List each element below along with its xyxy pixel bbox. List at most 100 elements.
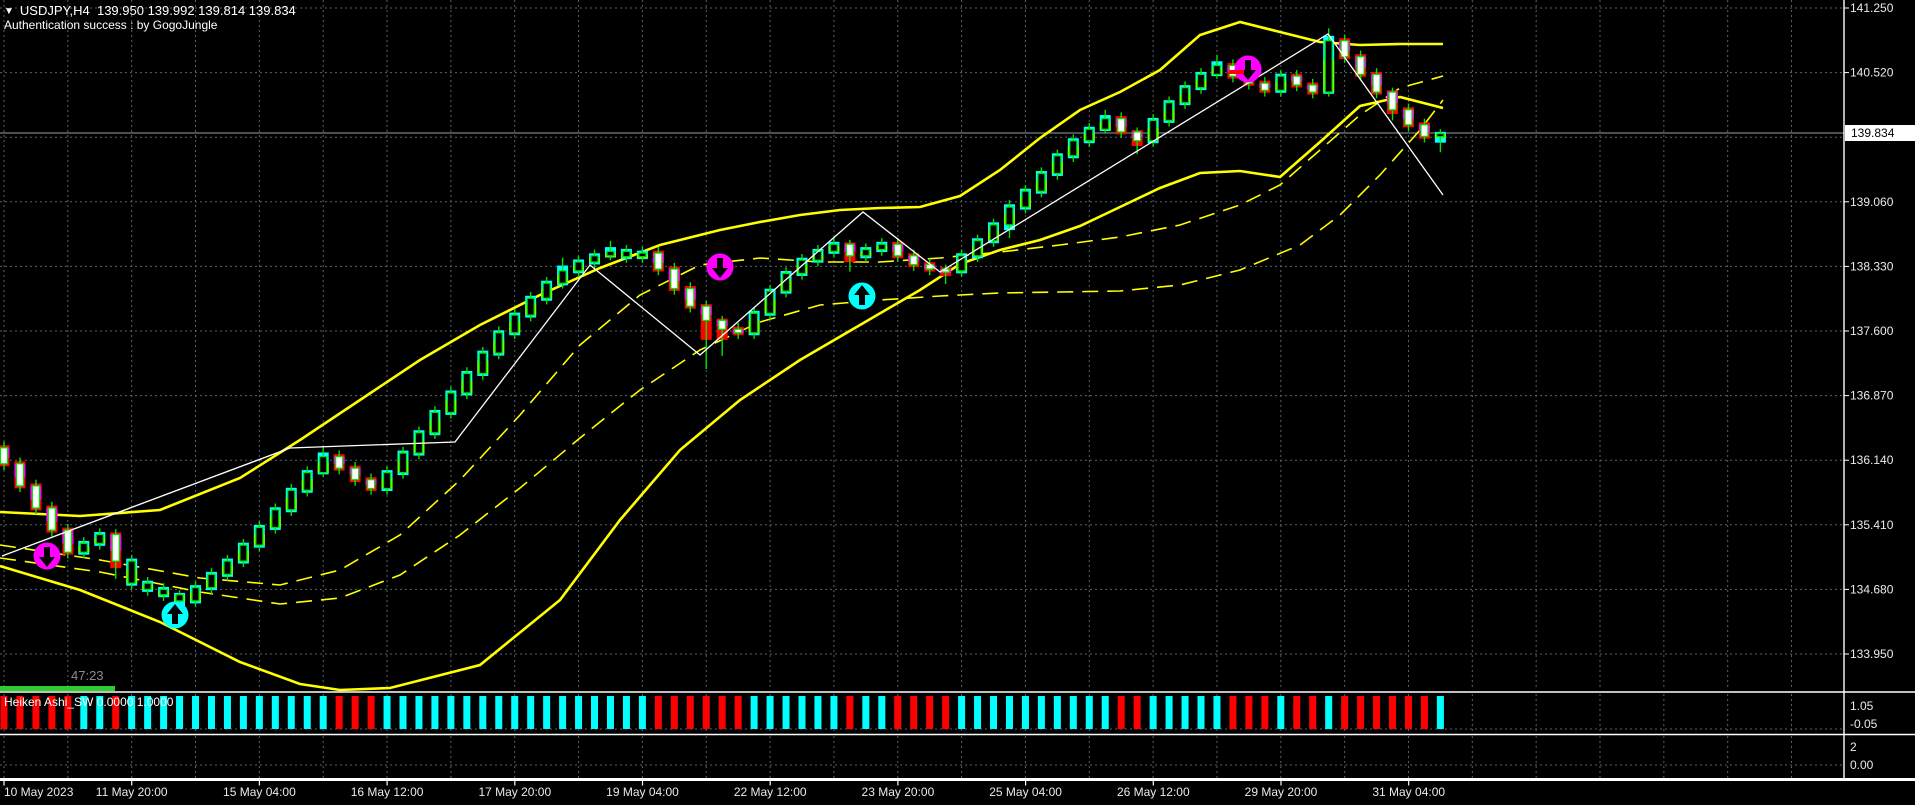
candle bbox=[111, 529, 120, 579]
histogram-bar bbox=[974, 696, 982, 729]
price-axis-label: 135.410 bbox=[1850, 518, 1894, 532]
histogram-bar bbox=[766, 696, 774, 729]
price-axis-label: 138.330 bbox=[1850, 259, 1894, 273]
candle bbox=[79, 537, 88, 559]
histogram-bar bbox=[702, 696, 710, 729]
histogram-bar bbox=[144, 696, 152, 729]
candle bbox=[893, 238, 902, 262]
histogram-bar bbox=[1133, 696, 1141, 729]
histogram-bar bbox=[1069, 696, 1077, 729]
histogram-bar bbox=[878, 696, 886, 729]
candle bbox=[1372, 68, 1381, 99]
candle bbox=[1404, 103, 1413, 132]
candle bbox=[1308, 78, 1317, 99]
price-axis-label: 134.680 bbox=[1850, 582, 1894, 596]
histogram-bar bbox=[942, 696, 950, 729]
time-axis-label: 26 May 12:00 bbox=[1117, 785, 1190, 799]
candle bbox=[1260, 77, 1269, 97]
candle bbox=[1021, 184, 1030, 214]
histogram-bar bbox=[814, 696, 822, 729]
histogram-bar bbox=[1420, 696, 1428, 729]
histogram-bar bbox=[1357, 696, 1365, 729]
candle bbox=[127, 554, 136, 590]
histogram-bar bbox=[351, 696, 359, 729]
histogram-bar bbox=[527, 696, 535, 729]
candle bbox=[15, 457, 25, 493]
histogram-bar bbox=[559, 696, 567, 729]
histogram-bar bbox=[1053, 696, 1061, 729]
histogram-bar bbox=[862, 696, 870, 729]
candle bbox=[861, 243, 870, 262]
histogram-bar bbox=[383, 696, 391, 729]
sub1-axis-label: -0.05 bbox=[1850, 717, 1878, 731]
histogram-bar bbox=[479, 696, 487, 729]
price-axis-label: 141.250 bbox=[1850, 1, 1894, 15]
histogram-bar bbox=[830, 696, 838, 729]
histogram-bar bbox=[1101, 696, 1109, 729]
histogram-bar bbox=[1085, 696, 1093, 729]
histogram-bar bbox=[112, 696, 120, 729]
time-axis-label: 11 May 20:00 bbox=[96, 785, 168, 799]
window-separators[interactable] bbox=[0, 0, 1915, 781]
candle bbox=[797, 254, 807, 280]
histogram-bar bbox=[622, 696, 630, 729]
histogram-bar bbox=[255, 696, 263, 729]
histogram-bar bbox=[750, 696, 758, 729]
histogram-bar bbox=[926, 696, 934, 729]
histogram-bar bbox=[1117, 696, 1125, 729]
candle bbox=[159, 583, 168, 601]
candle bbox=[638, 246, 647, 263]
candle bbox=[1180, 81, 1190, 109]
candle bbox=[734, 323, 743, 339]
histogram-bar bbox=[591, 696, 599, 729]
price-axis-label: 139.060 bbox=[1850, 195, 1894, 209]
candle bbox=[526, 292, 535, 322]
histogram-bar bbox=[782, 696, 790, 729]
time-axis-label: 17 May 20:00 bbox=[478, 785, 551, 799]
mid-band-fast-dashed bbox=[0, 75, 1444, 586]
sub2-axis-label: 0.00 bbox=[1850, 758, 1874, 772]
candle bbox=[1292, 69, 1301, 92]
candle bbox=[1420, 118, 1429, 143]
candle bbox=[1133, 127, 1142, 155]
candle bbox=[686, 282, 695, 313]
histogram-bar bbox=[1261, 696, 1269, 729]
histogram-bar bbox=[575, 696, 583, 729]
grid-lines bbox=[0, 0, 1844, 778]
zigzag-line bbox=[1, 33, 1444, 557]
histogram-bar bbox=[0, 696, 8, 729]
candle bbox=[1164, 96, 1174, 127]
lower-band bbox=[0, 95, 1444, 692]
histogram-bar bbox=[1005, 696, 1013, 729]
candle bbox=[191, 581, 200, 608]
histogram-bar bbox=[958, 696, 966, 729]
time-axis[interactable]: 10 May 2023 11 May 20:00 15 May 04:00 16 Ma… bbox=[3, 780, 1445, 800]
histogram-bar bbox=[798, 696, 806, 729]
histogram-bar bbox=[1325, 696, 1333, 729]
histogram-bar bbox=[176, 696, 184, 729]
candle bbox=[47, 501, 56, 537]
histogram-bar bbox=[32, 696, 40, 729]
time-axis-label: 23 May 20:00 bbox=[862, 785, 935, 799]
mid-band-slow-dashed bbox=[0, 99, 1444, 605]
candle bbox=[1212, 54, 1222, 79]
price-axis[interactable]: 141.250 140.520 139.060 138.330 137.600 136.8… bbox=[1844, 1, 1894, 772]
candle bbox=[351, 461, 360, 486]
histogram-bar bbox=[1309, 696, 1317, 729]
candle bbox=[829, 238, 839, 258]
histogram-bar bbox=[447, 696, 455, 729]
histogram-bar bbox=[64, 696, 72, 729]
buy-signal-icon bbox=[848, 282, 876, 310]
histogram-bar bbox=[1293, 696, 1301, 729]
time-axis-label: 31 May 04:00 bbox=[1372, 785, 1445, 799]
candle bbox=[398, 446, 408, 479]
candle bbox=[542, 277, 551, 305]
time-axis-label: 15 May 04:00 bbox=[223, 785, 296, 799]
histogram-bar bbox=[287, 696, 295, 729]
histogram-bar bbox=[463, 696, 471, 729]
candle bbox=[1005, 200, 1014, 239]
heiken-ashi-sw-histogram bbox=[0, 696, 1444, 729]
candle bbox=[366, 473, 376, 495]
